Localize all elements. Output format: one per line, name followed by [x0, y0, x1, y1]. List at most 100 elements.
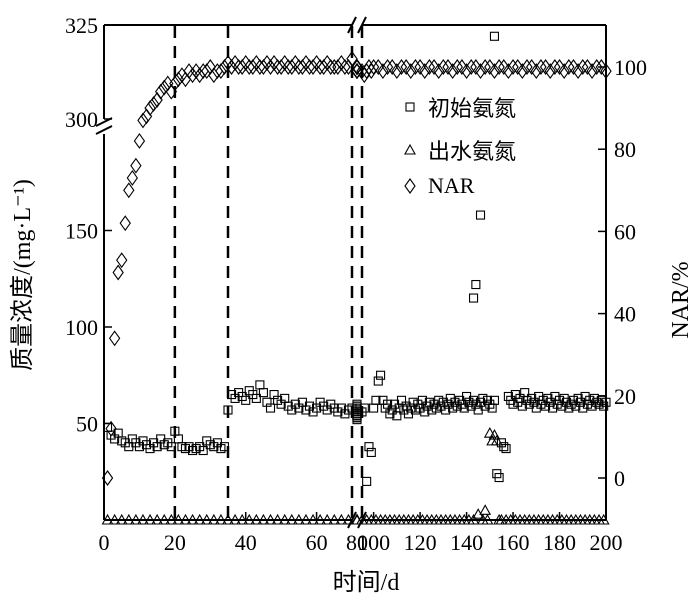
data-point-triangle	[158, 513, 171, 525]
data-point-triangle	[165, 513, 178, 525]
data-point-diamond	[484, 59, 496, 75]
data-point-diamond	[488, 63, 501, 80]
data-point-diamond	[339, 59, 351, 75]
data-point-square	[410, 405, 420, 415]
data-point-diamond	[293, 59, 305, 75]
data-point-diamond	[197, 63, 209, 80]
data-point-diamond	[502, 63, 515, 80]
data-point-diamond	[325, 59, 337, 75]
data-point-square	[508, 399, 518, 409]
data-point-square	[452, 401, 462, 411]
x-tick-label: 140	[450, 530, 483, 555]
x-tick-label: 100	[357, 530, 390, 555]
data-point-diamond	[400, 59, 412, 75]
legend-marker-square	[405, 102, 415, 112]
data-point-diamond	[279, 54, 291, 71]
data-point-diamond	[208, 67, 220, 84]
data-point-triangle	[335, 513, 348, 525]
data-point-diamond	[190, 63, 202, 80]
data-point-diamond	[460, 63, 473, 80]
data-point-diamond	[151, 91, 163, 108]
data-point-diamond	[250, 54, 263, 71]
data-point-square	[468, 293, 479, 303]
data-point-diamond	[108, 330, 121, 347]
data-point-diamond	[257, 59, 270, 75]
data-points	[101, 31, 612, 525]
x-tick-label: 80	[346, 530, 368, 555]
data-point-triangle	[151, 513, 164, 525]
data-point-diamond	[544, 63, 556, 80]
data-point-square	[448, 403, 458, 413]
data-point-diamond	[332, 59, 344, 75]
data-point-diamond	[183, 63, 195, 80]
data-point-diamond	[310, 54, 323, 71]
data-point-diamond	[409, 59, 422, 75]
data-point-diamond	[581, 59, 594, 75]
data-point-diamond	[521, 59, 533, 75]
data-point-diamond	[405, 63, 417, 80]
x-tick-label: 160	[497, 530, 530, 555]
data-point-diamond	[116, 252, 128, 269]
data-point-diamond	[553, 59, 566, 75]
data-point-triangle	[129, 513, 142, 525]
data-point-triangle	[264, 513, 277, 525]
x-tick-label: 60	[306, 530, 328, 555]
data-point-triangle	[243, 513, 256, 525]
data-point-diamond	[130, 157, 142, 174]
y-right-tick-label: 20	[614, 384, 636, 409]
data-point-square	[517, 401, 527, 411]
data-point-diamond	[479, 59, 491, 75]
data-point-diamond	[558, 63, 570, 80]
data-point-diamond	[567, 59, 580, 75]
x-axis-label: 时间/d	[333, 569, 400, 596]
data-point-diamond	[419, 63, 431, 80]
data-point-square	[352, 405, 362, 415]
data-point-square	[387, 405, 397, 415]
data-point-square	[251, 393, 261, 403]
data-point-square	[362, 476, 372, 486]
data-point-diamond	[112, 264, 124, 281]
data-point-triangle	[172, 513, 185, 525]
data-point-diamond	[300, 54, 312, 71]
data-point-diamond	[423, 59, 436, 75]
data-point-square	[383, 399, 393, 409]
data-point-square	[529, 397, 539, 407]
data-point-diamond	[137, 112, 149, 129]
data-point-diamond	[381, 59, 394, 75]
data-point-square	[561, 397, 572, 407]
data-point-triangle	[490, 434, 503, 446]
data-point-diamond	[282, 59, 294, 75]
data-point-triangle	[207, 513, 220, 525]
data-point-diamond	[446, 63, 459, 80]
data-point-triangle	[307, 513, 319, 525]
legend-label-effluent-ammonia: 出水氨氮	[428, 139, 516, 164]
bottom-axis-break-mark	[347, 511, 367, 529]
data-point-square	[434, 395, 444, 405]
x-tick-label: 20	[164, 530, 186, 555]
data-point-diamond	[201, 63, 213, 80]
data-point-square	[255, 380, 265, 390]
y-right-tick-label: 100	[614, 55, 647, 80]
data-point-diamond	[140, 108, 153, 125]
data-point-square	[568, 395, 579, 405]
data-point-square	[494, 472, 504, 483]
y-left-tick-label: 150	[65, 219, 98, 244]
data-point-diamond	[232, 59, 245, 75]
data-point-diamond	[600, 63, 612, 80]
top-axis-break-mark	[347, 16, 367, 34]
axes	[95, 16, 607, 529]
data-point-diamond	[307, 59, 319, 75]
data-point-diamond	[395, 59, 408, 75]
data-point-square	[359, 403, 369, 413]
data-point-square	[241, 395, 251, 405]
data-point-triangle	[342, 513, 355, 525]
y-right-tick-label: 80	[614, 137, 636, 162]
data-point-square	[601, 397, 611, 407]
data-point-square	[219, 442, 230, 452]
data-point-diamond	[119, 215, 131, 232]
legend-label-nar: NAR	[428, 173, 475, 198]
data-point-triangle	[300, 513, 312, 525]
y-left-tick-label: 325	[65, 13, 98, 38]
data-point-triangle	[179, 513, 192, 525]
